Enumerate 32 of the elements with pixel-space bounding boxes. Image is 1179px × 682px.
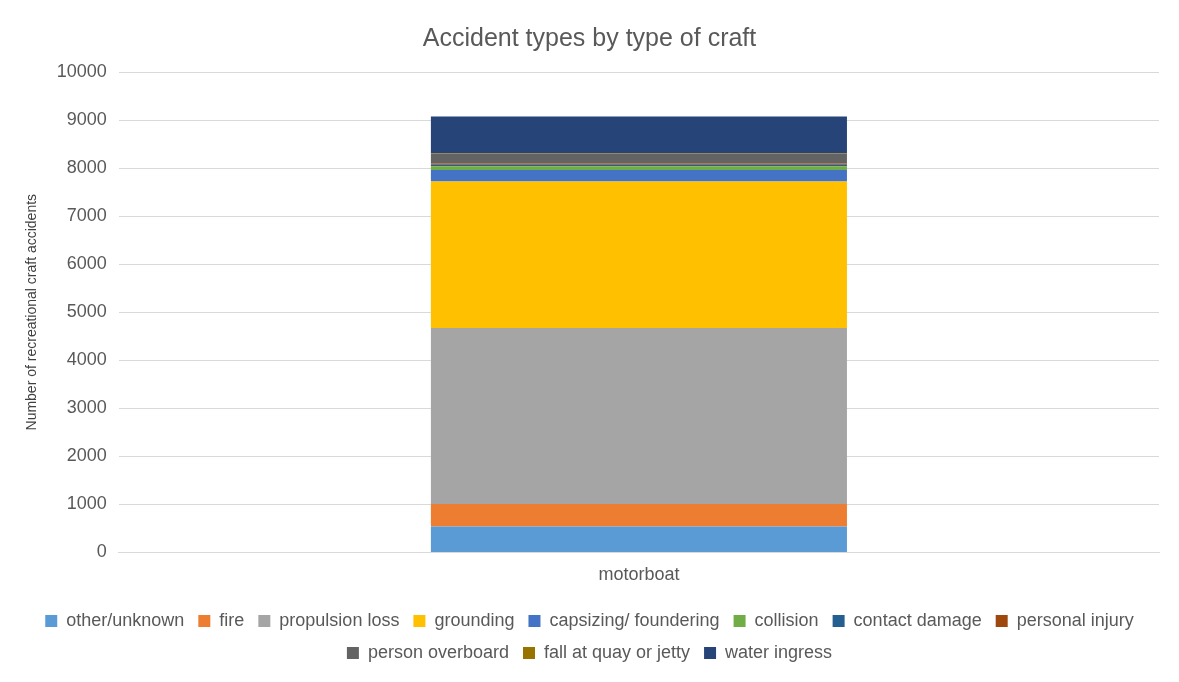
y-tick-label: 6000 <box>66 253 107 274</box>
x-tick-label: motorboat <box>598 564 680 585</box>
bar <box>430 526 847 552</box>
y-tick-label: 4000 <box>66 349 107 370</box>
bar <box>430 503 847 527</box>
y-tick-label: 8000 <box>66 157 107 178</box>
legend-label: water ingress <box>724 641 833 662</box>
legend-label: other/unknown <box>66 609 185 630</box>
legend-label: fall at quay or jetty <box>543 641 691 662</box>
y-tick-label: 5000 <box>66 301 107 322</box>
legend-label: contact damage <box>853 609 982 630</box>
y-tick-label: 2000 <box>66 445 107 466</box>
y-tick-label: 3000 <box>66 397 107 418</box>
y-tick-label: 9000 <box>66 109 107 130</box>
legend-label: personal injury <box>1016 609 1134 630</box>
bar <box>430 181 847 329</box>
y-tick-label: 7000 <box>66 205 107 226</box>
legend-label: collision <box>754 609 819 630</box>
legend-label: fire <box>219 609 245 630</box>
bar <box>430 170 847 182</box>
legend-label: person overboard <box>367 641 509 662</box>
legend-label: propulsion loss <box>279 609 400 630</box>
y-axis-title: Number of recreational craft accidents <box>23 193 40 431</box>
y-tick-label: 10000 <box>56 60 107 81</box>
bar <box>430 328 847 504</box>
y-tick-label: 0 <box>96 541 107 562</box>
bar <box>430 153 847 164</box>
legend-label: capsizing/ foundering <box>549 609 720 630</box>
y-tick-label: 1000 <box>66 493 107 514</box>
bar <box>430 116 847 154</box>
chart-title: Accident types by type of craft <box>422 22 757 51</box>
legend-label: grounding <box>434 609 515 630</box>
